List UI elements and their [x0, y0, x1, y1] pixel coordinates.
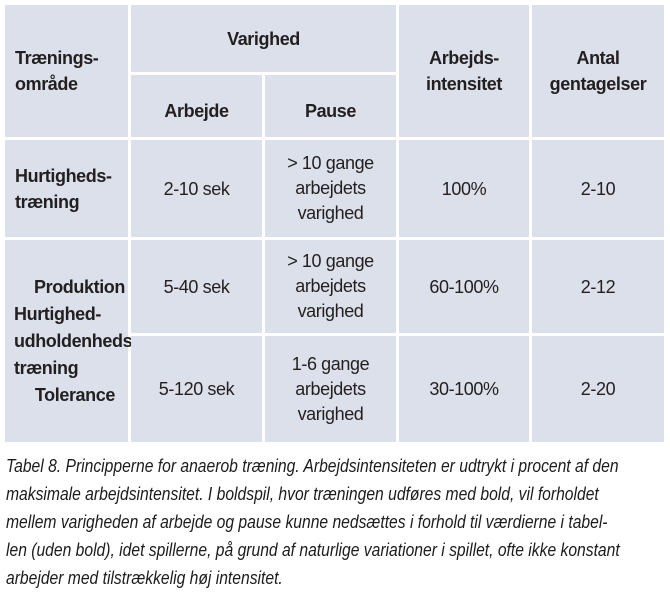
row1-arbejde-value: 2-10 sek: [163, 178, 230, 199]
header-cell-arbejde: Arbejde: [131, 75, 262, 137]
header-varighed-label: Varighed: [227, 28, 300, 49]
group-label-tolerance: Tolerance: [34, 384, 116, 405]
row2-cell-arbejde: 5-40 sek: [131, 240, 262, 333]
row2-pause-line-2: arbejdets: [295, 276, 366, 296]
caption-line-4: len (uden bold), idet spillerne, på grun…: [6, 540, 620, 560]
header-arbejdsintensitet-line-1: Arbejds-: [429, 48, 499, 68]
anaerob-training-table: Trænings- område Varighed Arbejde Pause …: [5, 5, 664, 442]
row1-cell-arbejdsintensitet: 100%: [399, 140, 529, 237]
row2-cell-arbejdsintensitet: 60-100%: [399, 240, 529, 333]
row3-arbejde-value: 5-120 sek: [158, 379, 235, 399]
header-arbejdsintensitet-line-2: intensitet: [425, 74, 502, 94]
row3-cell-arbejdsintensitet: 30-100%: [399, 336, 529, 442]
row1-label-line-2: træning: [15, 191, 80, 212]
row1-label-line-1: Hurtigheds-: [15, 165, 112, 186]
group-label-hurtighed-udholdenhedstraening: Produktion Hurtighed- udholdenheds- træn…: [5, 240, 138, 442]
caption-line-1: Tabel 8. Principperne for anaerob trænin…: [6, 456, 619, 476]
row3-arbejdsintensitet-value: 30-100%: [429, 379, 499, 399]
row3-pause-line-3: varighed: [297, 403, 364, 424]
row3-cell-pause: 1-6 gange arbejdets varighed: [265, 336, 396, 442]
header-cell-antal-gentagelser: Antal gentagelser: [532, 5, 664, 137]
row1-antal-gentagelser-value: 2-10: [580, 178, 616, 199]
row1-cell-pause: > 10 gange arbejdets varighed: [265, 140, 396, 237]
group-label-line-3: udholdenheds-: [14, 330, 138, 351]
caption-line-5: arbejder med tilstrækkelig høj intensite…: [6, 568, 283, 588]
row2-arbejdsintensitet-value: 60-100%: [429, 276, 499, 297]
row1-cell-antal-gentagelser: 2-10: [532, 140, 664, 237]
group-label-line-4: træning: [14, 357, 79, 378]
header-traeningsomraade-line-1: Trænings-: [15, 48, 99, 68]
row3-cell-antal-gentagelser: 2-20: [532, 336, 664, 442]
row1-label-hurtighedstraening: Hurtigheds- træning: [5, 140, 128, 237]
row2-arbejde-value: 5-40 sek: [163, 276, 230, 297]
row1-arbejdsintensitet-value: 100%: [441, 178, 487, 199]
header-traeningsomraade-line-2: område: [15, 74, 78, 94]
row2-cell-pause: > 10 gange arbejdets varighed: [265, 240, 396, 333]
group-label-line-2: Hurtighed-: [14, 303, 101, 324]
group-label-produktion: Produktion: [34, 276, 125, 297]
row2-cell-antal-gentagelser: 2-12: [532, 240, 664, 333]
caption-line-3: mellem varigheden af arbejde og pause ku…: [6, 512, 608, 532]
header-antal-gentagelser-line-2: gentagelser: [549, 74, 647, 94]
header-cell-traeningsomraade: Trænings- område: [5, 5, 128, 137]
header-pause-label: Pause: [304, 100, 357, 121]
row3-pause-line-1: 1-6 gange: [291, 353, 370, 374]
row3-antal-gentagelser-value: 2-20: [580, 379, 616, 399]
header-cell-varighed: Varighed: [131, 5, 396, 72]
row1-pause-line-2: arbejdets: [295, 178, 366, 198]
header-antal-gentagelser-line-1: Antal: [576, 48, 620, 68]
row3-cell-arbejde: 5-120 sek: [131, 336, 262, 442]
header-cell-arbejdsintensitet: Arbejds- intensitet: [399, 5, 529, 137]
header-cell-pause: Pause: [265, 75, 396, 137]
header-arbejde-label: Arbejde: [164, 100, 229, 121]
caption-line-2: maksimale arbejdsintensitet. I boldspil,…: [6, 484, 599, 504]
row1-pause-line-1: > 10 gange: [287, 153, 374, 173]
table-caption: Tabel 8. Principperne for anaerob trænin…: [6, 452, 667, 592]
row1-cell-arbejde: 2-10 sek: [131, 140, 262, 237]
row2-antal-gentagelser-value: 2-12: [580, 276, 616, 297]
row3-pause-line-2: arbejdets: [295, 378, 366, 399]
row2-pause-line-3: varighed: [297, 301, 364, 321]
row1-pause-line-3: varighed: [297, 203, 364, 223]
row2-pause-line-1: > 10 gange: [287, 251, 374, 271]
